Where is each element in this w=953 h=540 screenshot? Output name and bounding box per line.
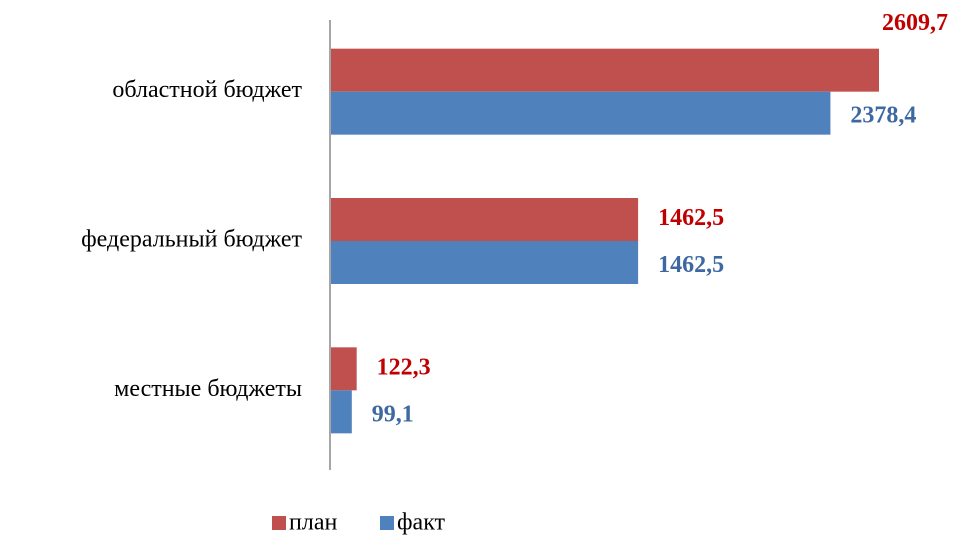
legend-swatch bbox=[272, 516, 286, 530]
value-label: 99,1 bbox=[372, 401, 414, 427]
category-label: областной бюджет bbox=[112, 77, 302, 103]
bar bbox=[331, 48, 879, 92]
category-label: федеральный бюджет bbox=[81, 227, 302, 253]
bar bbox=[331, 91, 831, 135]
legend-swatch bbox=[380, 516, 394, 530]
legend-label: план bbox=[289, 510, 337, 536]
bar bbox=[331, 241, 639, 284]
value-label: 2378,4 bbox=[850, 103, 916, 129]
value-label: 1462,5 bbox=[658, 252, 724, 278]
category-label: местные бюджеты bbox=[114, 376, 302, 402]
value-label: 2609,7 bbox=[882, 10, 948, 36]
bar bbox=[331, 390, 352, 434]
bar bbox=[331, 198, 639, 241]
value-label: 1462,5 bbox=[658, 205, 724, 231]
legend-label: факт bbox=[397, 510, 446, 536]
value-label: 122,3 bbox=[377, 354, 431, 380]
bar bbox=[331, 347, 357, 391]
